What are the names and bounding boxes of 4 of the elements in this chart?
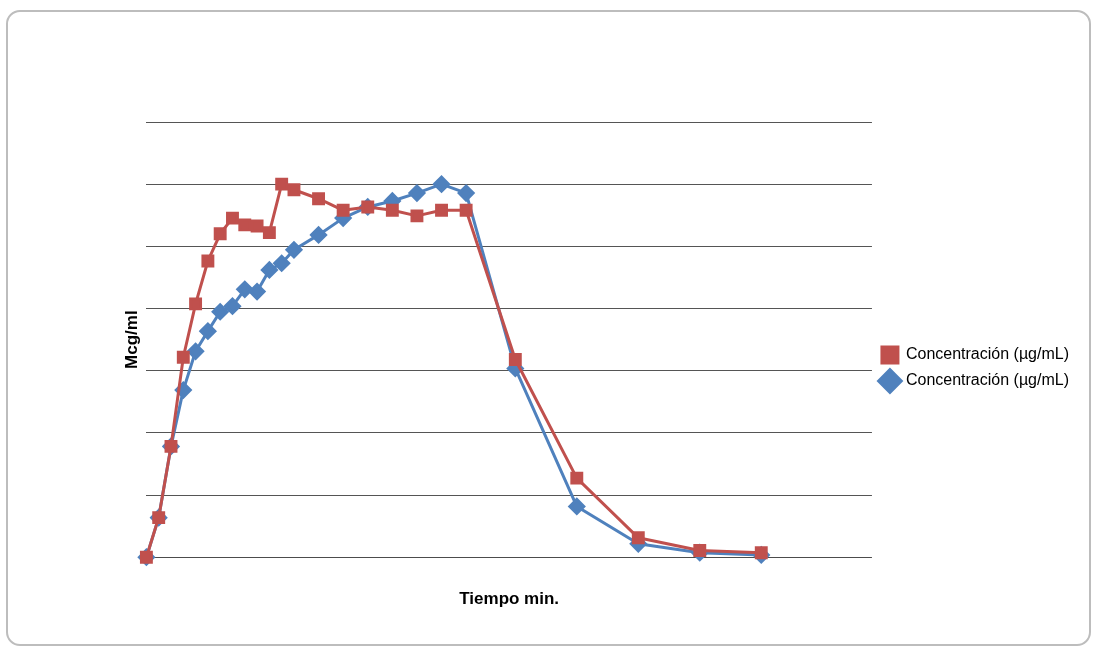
legend-label: Concentración (µg/mL) bbox=[905, 345, 1069, 363]
x-axis-title: Tiempo min. bbox=[459, 589, 560, 609]
y-axis-title: Mcg/ml bbox=[121, 310, 141, 369]
legend-label: Concentración (µg/mL) bbox=[905, 371, 1069, 389]
